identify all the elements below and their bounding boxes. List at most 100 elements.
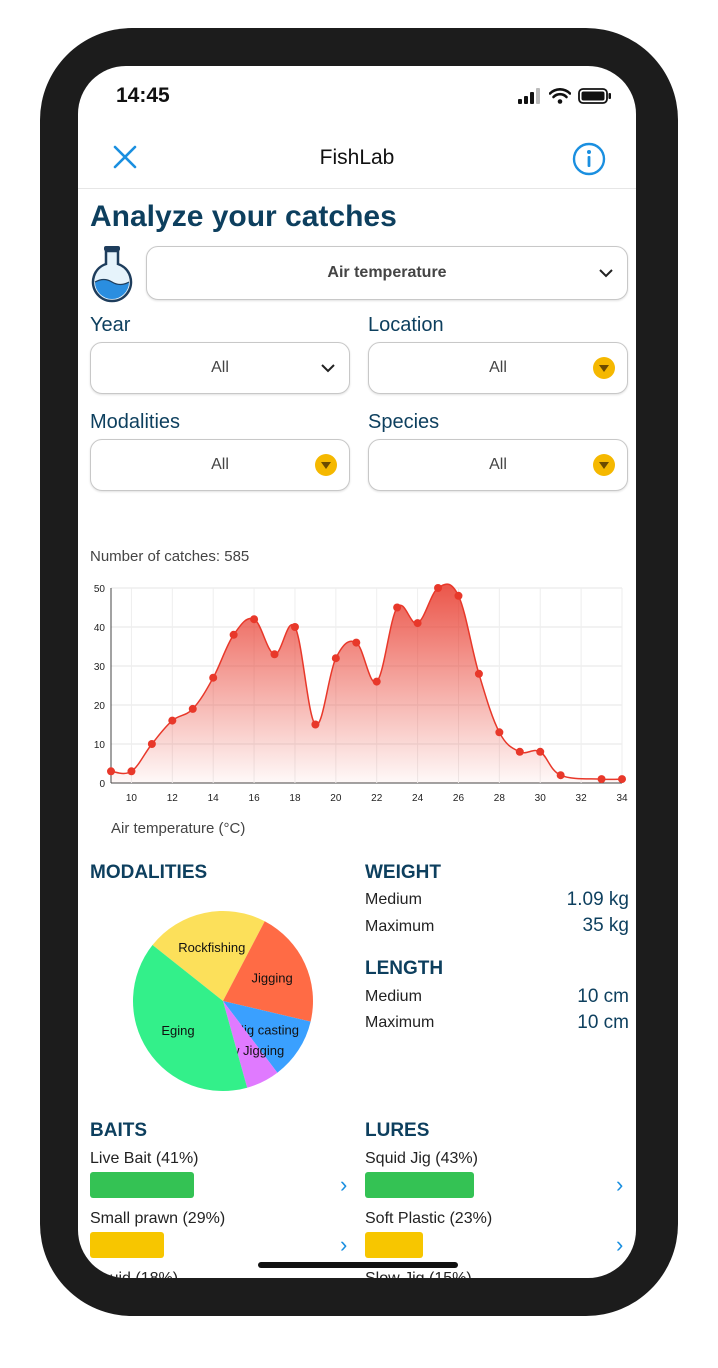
data-point <box>454 591 463 600</box>
weight-medium-value: 1.09 kg <box>566 889 629 910</box>
data-point <box>352 638 361 647</box>
data-point <box>434 584 443 592</box>
x-tick-label: 30 <box>535 793 547 804</box>
data-point <box>536 747 545 756</box>
status-time: 14:45 <box>116 84 170 107</box>
pie-slice <box>133 945 248 1091</box>
catches-count: Number of catches: 585 <box>90 548 250 565</box>
pie-slice <box>223 1001 278 1088</box>
bait-bar <box>90 1232 164 1258</box>
data-point <box>372 677 381 686</box>
data-point <box>495 728 504 737</box>
pie-slice-label: Jigging <box>252 971 293 986</box>
year-label: Year <box>90 314 131 336</box>
modalities-label: Modalities <box>90 411 181 433</box>
variable-select[interactable]: Air temperature <box>146 246 628 300</box>
weight-medium-label: Medium <box>365 891 422 908</box>
pie-slice-label: Jig casting <box>238 1022 299 1037</box>
pie-slice-label: Eging <box>161 1023 194 1038</box>
premium-icon <box>315 454 337 476</box>
data-point <box>393 603 402 612</box>
lure-item-label: Slow Jig (15%) <box>365 1270 472 1278</box>
chevron-down-icon <box>599 269 613 278</box>
data-point <box>147 740 156 748</box>
length-max-label: Maximum <box>365 1014 435 1031</box>
weight-max-value: 35 kg <box>582 915 629 936</box>
location-select[interactable]: All <box>368 342 628 394</box>
y-tick-label: 40 <box>94 623 106 634</box>
species-select[interactable]: All <box>368 439 628 491</box>
length-max-value: 10 cm <box>577 1012 629 1033</box>
premium-icon <box>593 454 615 476</box>
status-icons <box>518 88 612 104</box>
x-tick-label: 14 <box>208 793 220 804</box>
cellular-signal-icon <box>518 88 540 104</box>
weight-max-label: Maximum <box>365 918 435 935</box>
data-point <box>229 630 238 639</box>
page-title: Analyze your catches <box>90 200 397 233</box>
modalities-select-value: All <box>211 456 229 473</box>
data-point <box>618 775 626 784</box>
pie-slice <box>223 1001 311 1073</box>
x-tick-label: 16 <box>249 793 261 804</box>
chevron-right-icon[interactable]: › <box>340 1172 348 1197</box>
x-tick-label: 10 <box>126 793 138 804</box>
chevron-right-icon[interactable]: › <box>616 1172 624 1197</box>
data-point <box>290 623 299 631</box>
length-medium-value: 10 cm <box>577 986 629 1007</box>
weight-title: WEIGHT <box>365 862 441 883</box>
lure-item-label: Squid Jig (43%) <box>365 1150 478 1167</box>
location-select-value: All <box>489 359 507 376</box>
chevron-down-icon <box>321 364 335 373</box>
x-tick-label: 26 <box>453 793 465 804</box>
premium-icon <box>593 357 615 379</box>
lures-title: LURES <box>365 1120 430 1141</box>
y-tick-label: 10 <box>94 740 106 751</box>
data-point <box>515 747 524 756</box>
bait-item-label: Small prawn (29%) <box>90 1210 226 1227</box>
lure-bar <box>365 1172 475 1198</box>
x-tick-label: 28 <box>494 793 506 804</box>
y-tick-label: 0 <box>99 779 105 790</box>
length-medium-label: Medium <box>365 988 422 1005</box>
data-point <box>188 704 197 713</box>
nav-title: FishLab <box>319 146 395 169</box>
length-title: LENGTH <box>365 958 444 979</box>
bait-item-label: Live Bait (41%) <box>90 1150 199 1167</box>
bait-item-label: Squid (18%) <box>90 1270 178 1278</box>
data-point <box>556 771 565 780</box>
chevron-right-icon[interactable]: › <box>340 1232 348 1257</box>
data-point <box>331 654 340 663</box>
navigation-bar: FishLab <box>78 122 636 189</box>
y-tick-label: 30 <box>94 662 106 673</box>
x-tick-label: 18 <box>289 793 301 804</box>
modalities-select[interactable]: All <box>90 439 350 491</box>
modalities-title: MODALITIES <box>90 862 208 883</box>
data-point <box>209 673 218 682</box>
year-select[interactable]: All <box>90 342 350 394</box>
variable-select-value: Air temperature <box>327 264 447 281</box>
flask-icon <box>91 246 133 303</box>
pie-slice <box>223 921 313 1022</box>
chevron-right-icon[interactable]: › <box>616 1232 624 1257</box>
close-button[interactable] <box>112 144 138 175</box>
data-point <box>597 775 606 784</box>
data-point <box>127 767 136 776</box>
location-label: Location <box>368 314 444 336</box>
x-tick-label: 12 <box>167 793 179 804</box>
x-tick-label: 20 <box>330 793 342 804</box>
lure-item-label: Soft Plastic (23%) <box>365 1210 493 1227</box>
home-indicator <box>258 1262 458 1268</box>
pie-slice-label: Rockfishing <box>178 940 245 955</box>
year-select-value: All <box>211 359 229 376</box>
y-tick-label: 50 <box>94 584 106 595</box>
series-area <box>111 584 622 783</box>
data-point <box>168 716 177 725</box>
pie-slice <box>152 911 265 1001</box>
data-point <box>474 669 483 678</box>
x-tick-label: 32 <box>576 793 588 804</box>
info-button[interactable] <box>572 142 606 181</box>
data-point <box>250 615 259 624</box>
data-point <box>311 720 320 729</box>
